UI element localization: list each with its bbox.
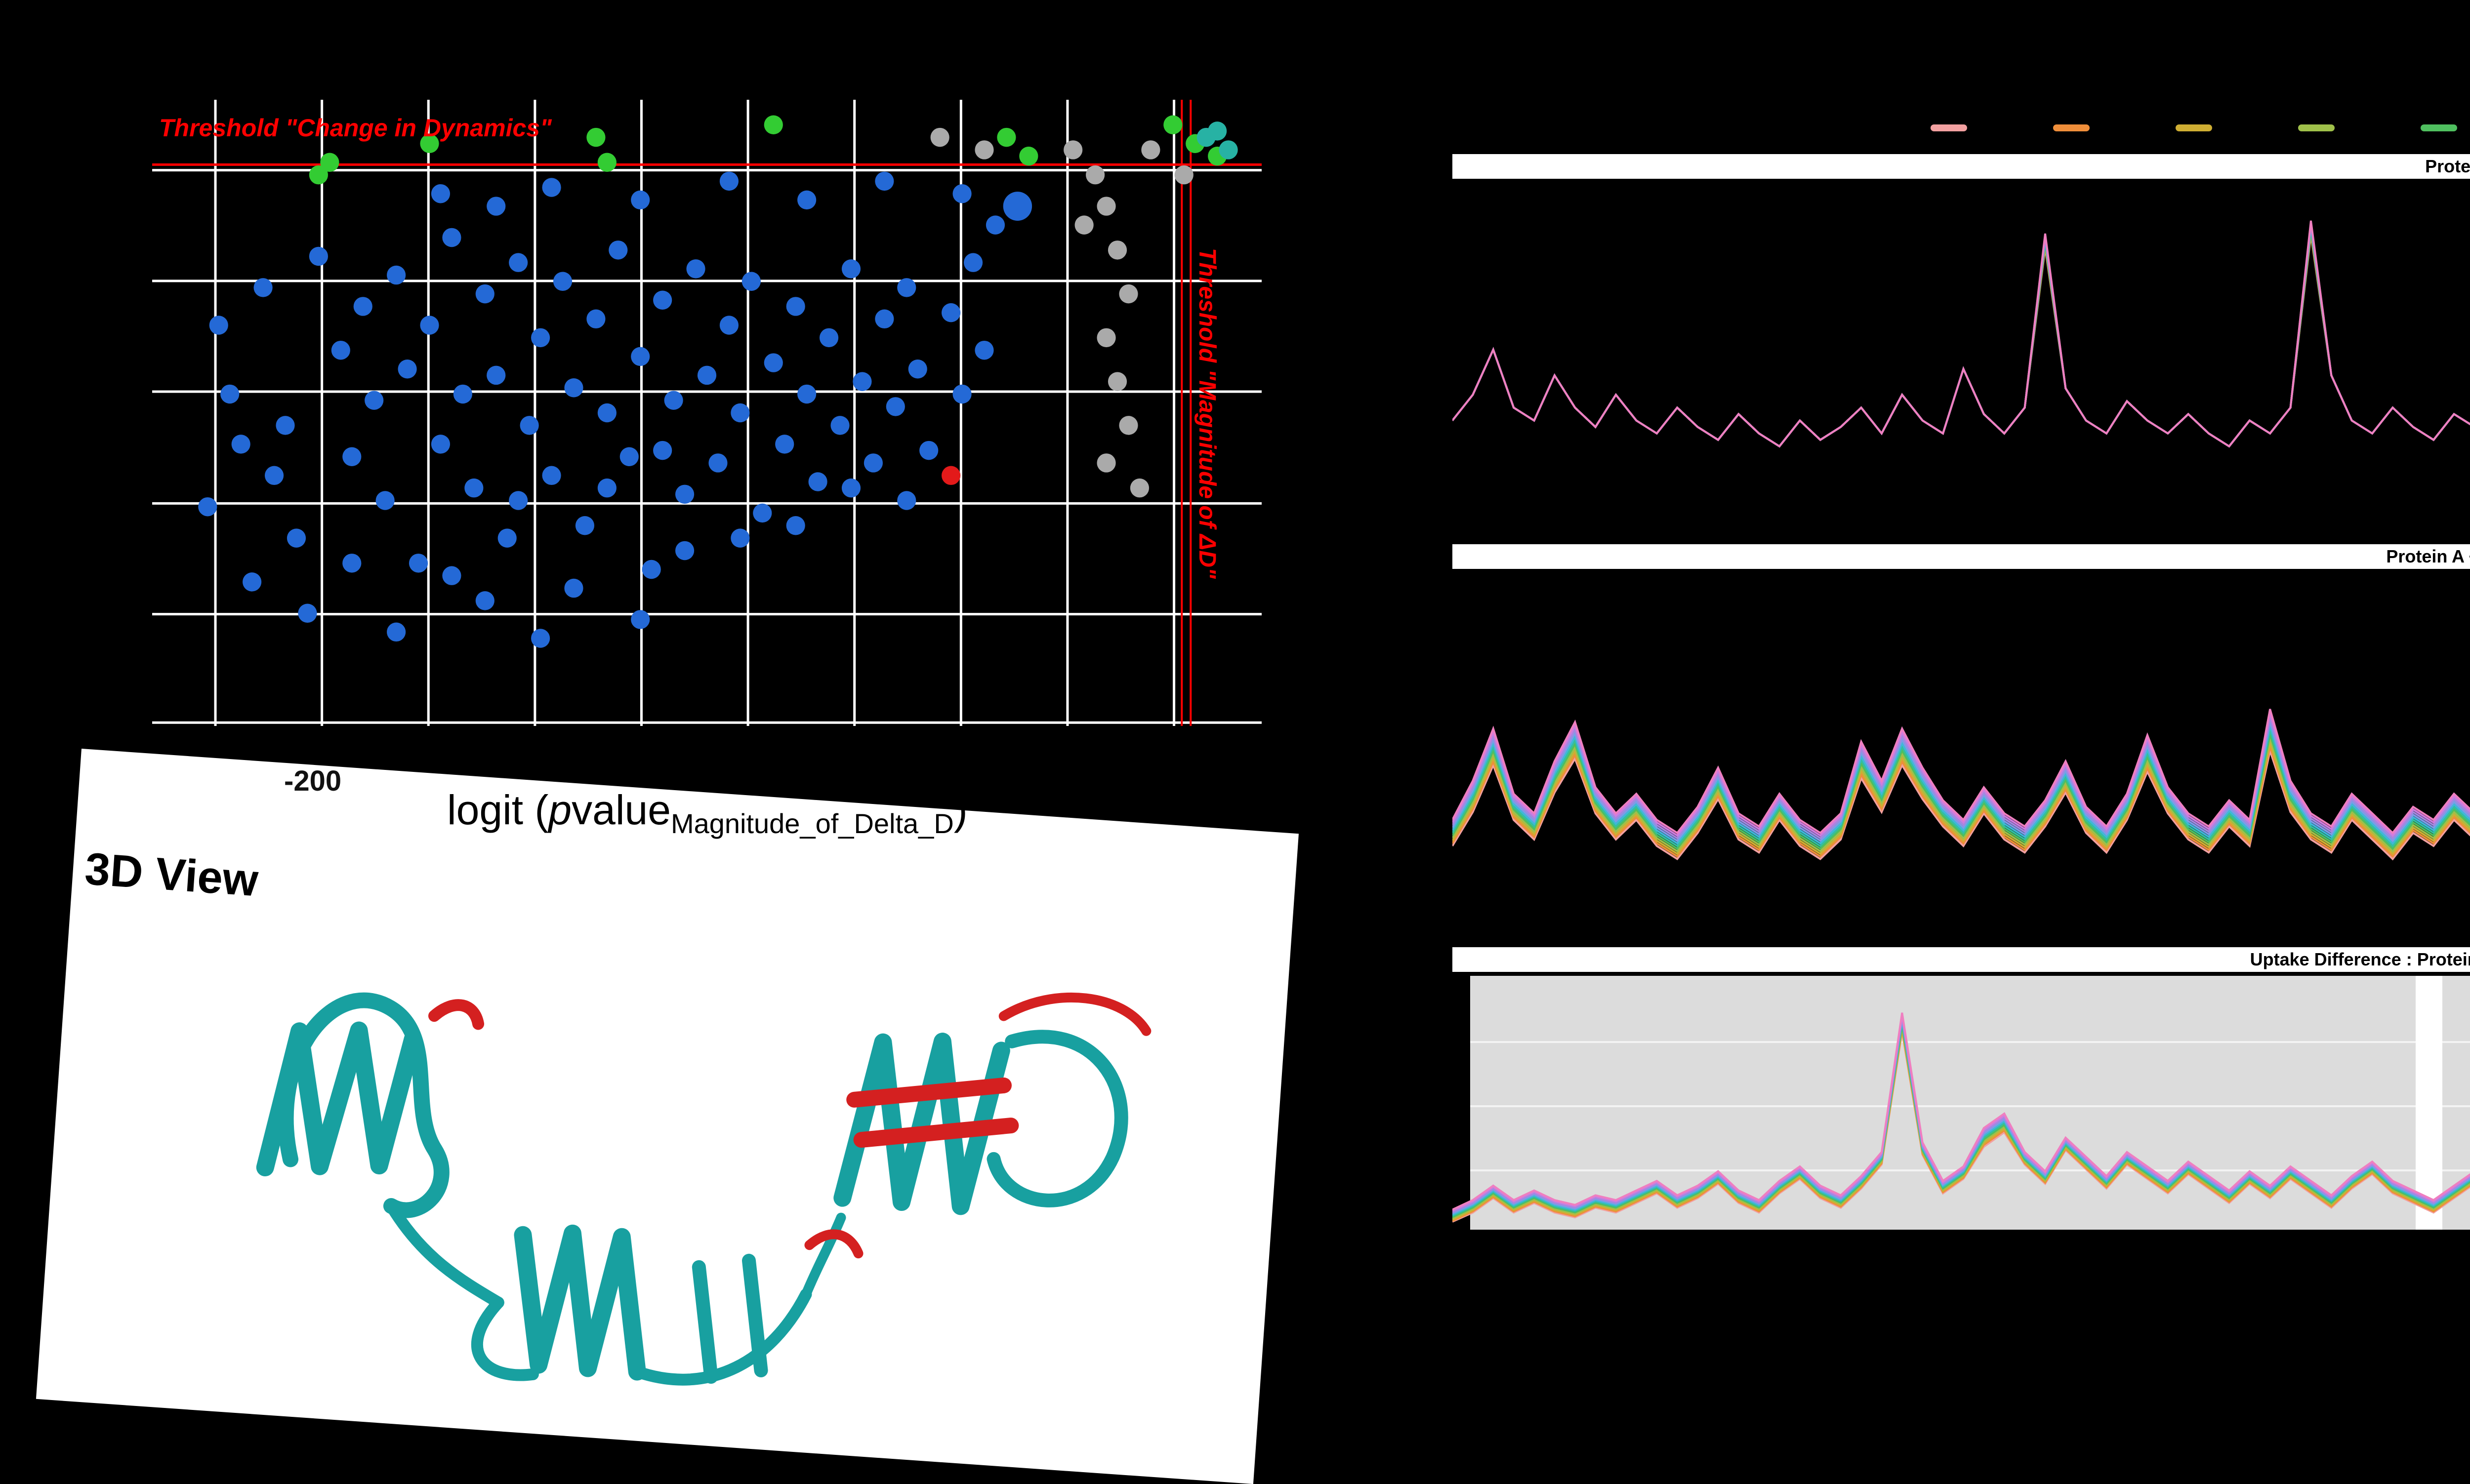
threshold-magnitude-label: Threshold "Magnitude of ΔD"	[1194, 248, 1220, 579]
axis-label-subscript: Magnitude_of_Delta_D	[670, 807, 954, 839]
timepoint-legend	[1931, 124, 2470, 131]
gridline	[1470, 1105, 2470, 1107]
series-line-2	[1452, 1030, 2470, 1221]
series-line-7	[1452, 632, 2470, 843]
series-line-4	[1452, 1026, 2470, 1218]
series-line-4	[1452, 648, 2470, 851]
series-line-11	[1452, 611, 2470, 833]
series-line-11	[1452, 1013, 2470, 1210]
axis-label-value: value	[572, 787, 671, 833]
volcano-x-tick: -200	[284, 765, 342, 797]
legend-dash-1[interactable]	[1931, 124, 1967, 131]
series-line-9	[1452, 1016, 2470, 1212]
series-line-10	[1452, 616, 2470, 836]
series-line-6	[1452, 638, 2470, 846]
volcano-scatter-canvas[interactable]	[152, 100, 1262, 726]
3d-view-title: 3D View	[83, 843, 260, 906]
legend-dash-4[interactable]	[2298, 124, 2335, 131]
volcano-x-axis-label: logit (pvalueMagnitude_of_Delta_D)	[447, 786, 968, 840]
protein-3d-structure[interactable]	[157, 905, 1175, 1437]
series-line-5	[1452, 642, 2470, 848]
axis-label-pvar: p	[548, 787, 572, 833]
gridline	[1470, 1169, 2470, 1171]
legend-dash-3[interactable]	[2176, 124, 2212, 131]
series-line-3	[1452, 653, 2470, 854]
panel-title-uptake-difference: Uptake Difference : Protein A - (Protein…	[1452, 947, 2470, 972]
white-gap	[2416, 976, 2442, 1230]
series-line-9	[1452, 622, 2470, 838]
panel-title-protein-a-ligand: Protein A + Ligand	[1452, 544, 2470, 569]
series-line-8	[1452, 1018, 2470, 1213]
series-line-1	[1452, 226, 2470, 450]
series-line-7	[1452, 1020, 2470, 1215]
uptake-chart-protein-a[interactable]	[1452, 179, 2470, 533]
series-line-11	[1452, 208, 2470, 446]
uptake-chart-protein-a-ligand[interactable]	[1452, 569, 2470, 927]
volcano-plot[interactable]: Threshold "Change in Dynamics" Threshold…	[152, 100, 1262, 726]
uptake-difference-chart[interactable]	[1452, 972, 2470, 1236]
3d-view-card[interactable]: 3D View	[36, 749, 1299, 1484]
series-line-2	[1452, 658, 2470, 856]
axis-label-prefix: logit (	[447, 787, 549, 833]
gridline	[1470, 1041, 2470, 1043]
axis-label-suffix: )	[953, 787, 968, 833]
legend-dash-5[interactable]	[2421, 124, 2457, 131]
series-line-8	[1452, 627, 2470, 841]
series-line-1	[1452, 663, 2470, 859]
app-canvas: Threshold "Change in Dynamics" Threshold…	[36, 0, 2470, 1484]
panel-title-protein-a: Protein A	[1452, 154, 2470, 179]
threshold-change-in-dynamics-label: Threshold "Change in Dynamics"	[159, 114, 552, 142]
legend-dash-2[interactable]	[2053, 124, 2090, 131]
